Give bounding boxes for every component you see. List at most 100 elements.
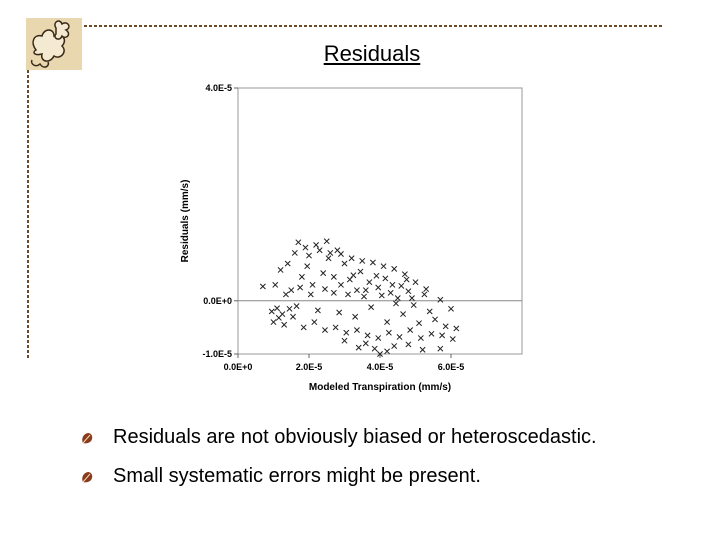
data-point <box>259 283 266 290</box>
data-point <box>361 293 367 300</box>
data-point <box>391 343 398 349</box>
data-point <box>373 272 380 279</box>
data-point <box>416 320 423 327</box>
data-point <box>394 295 401 302</box>
data-point <box>295 239 302 246</box>
data-point <box>359 257 366 264</box>
bullet-item-1: Residuals are not obviously biased or he… <box>80 426 597 449</box>
data-point <box>405 288 412 295</box>
data-point <box>281 321 288 328</box>
data-point <box>405 341 412 348</box>
data-point <box>432 316 438 323</box>
data-point <box>334 247 341 254</box>
data-point <box>375 335 382 341</box>
data-point <box>330 273 337 280</box>
data-point <box>375 284 382 291</box>
data-point <box>304 263 311 270</box>
data-point <box>313 241 320 248</box>
decorative-border-top <box>84 25 664 27</box>
y-tick-label: -1.0E-5 <box>202 349 232 359</box>
data-point <box>401 271 408 278</box>
slide-title: Residuals <box>323 41 421 66</box>
data-point <box>332 324 339 331</box>
data-point <box>387 289 394 296</box>
data-point <box>364 332 371 339</box>
data-point <box>437 345 444 352</box>
y-axis-label: Residuals (mm/s) <box>180 180 191 263</box>
data-point <box>341 337 348 344</box>
data-point <box>302 244 309 251</box>
data-point <box>403 276 410 283</box>
data-point <box>330 289 337 296</box>
data-point <box>325 255 332 262</box>
data-point <box>307 291 314 298</box>
data-point <box>336 309 343 316</box>
decorative-border-left <box>27 70 29 358</box>
bullet-item-2: Small systematic errors might be present… <box>80 465 481 488</box>
data-point <box>337 281 344 288</box>
data-point <box>382 275 389 282</box>
data-point <box>341 260 348 267</box>
data-point <box>369 259 376 266</box>
data-point <box>410 302 417 309</box>
data-point <box>378 292 385 299</box>
leaf-cluster-logo-icon <box>26 18 82 70</box>
y-tick-label: 4.0E-5 <box>205 83 232 93</box>
data-point <box>274 305 281 312</box>
data-point <box>268 308 275 315</box>
data-point <box>408 295 415 302</box>
data-point <box>322 327 328 334</box>
data-point <box>389 281 396 288</box>
data-point <box>293 303 300 310</box>
data-point <box>345 291 352 298</box>
data-point <box>437 296 444 303</box>
leaf-bullet-icon <box>82 432 93 443</box>
data-point <box>322 286 328 293</box>
data-point <box>380 263 387 270</box>
data-point <box>384 348 391 355</box>
data-point <box>284 260 291 267</box>
data-point <box>439 332 446 339</box>
data-point <box>275 314 282 321</box>
data-point <box>272 281 279 288</box>
data-point <box>311 319 318 326</box>
data-point <box>277 266 284 273</box>
data-point <box>412 279 419 286</box>
data-point <box>421 291 428 298</box>
data-point <box>327 249 334 256</box>
chart-plot-group: 0.0E+0 2.0E-5 4.0E-5 6.0E-5 -1.0E-5 0.0E+0 4.0… <box>180 83 523 393</box>
data-point <box>291 249 298 256</box>
data-point <box>384 319 391 326</box>
data-point <box>426 308 433 315</box>
data-point <box>353 327 360 334</box>
data-point <box>300 324 307 331</box>
data-point <box>309 281 316 288</box>
data-point <box>398 282 405 289</box>
data-point <box>419 346 426 353</box>
y-tick-label: 0.0E+0 <box>203 296 232 306</box>
data-point <box>343 329 350 336</box>
data-point <box>428 330 435 337</box>
data-point <box>316 247 323 254</box>
data-point <box>352 313 359 320</box>
data-point <box>417 335 424 341</box>
data-point <box>400 311 407 318</box>
data-point <box>286 305 293 312</box>
data-point <box>314 307 321 314</box>
plot-area <box>237 87 523 355</box>
data-point <box>290 313 296 320</box>
residuals-scatter-chart: 0.0E+0 2.0E-5 4.0E-5 6.0E-5 -1.0E-5 0.0E+0 4.0… <box>180 83 523 393</box>
data-point <box>298 273 305 280</box>
x-tick-label: 0.0E+0 <box>224 362 253 372</box>
data-point <box>396 334 403 340</box>
data-point <box>393 300 399 307</box>
data-point <box>348 255 355 262</box>
data-point <box>282 291 289 298</box>
bullet-text-2: Small systematic errors might be present… <box>113 465 481 487</box>
data-point <box>362 340 369 347</box>
data-point <box>453 325 460 332</box>
data-point <box>270 319 277 326</box>
data-point <box>377 351 383 357</box>
data-point <box>323 238 330 245</box>
x-tick-label: 4.0E-5 <box>367 362 394 372</box>
